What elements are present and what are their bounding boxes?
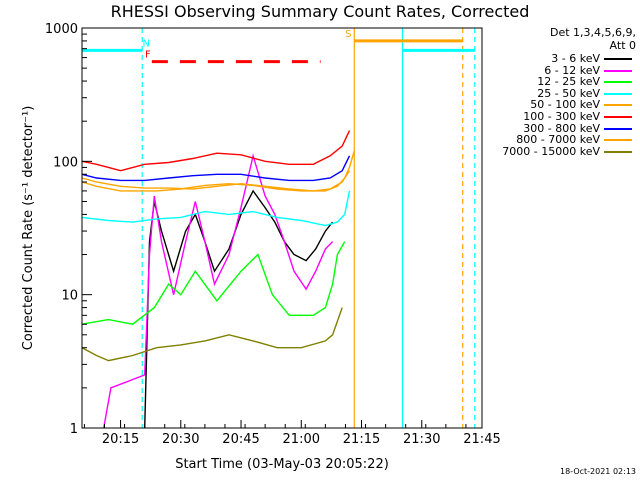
series-line-6 bbox=[81, 155, 351, 182]
vertical-markers bbox=[141, 28, 476, 428]
y-axis-ticks: 1 10 100 1000 bbox=[45, 22, 92, 437]
flag-bars: NF S bbox=[82, 29, 475, 64]
x-tick-label: 21:00 bbox=[283, 432, 320, 447]
series-lines bbox=[81, 130, 355, 429]
series-line-2 bbox=[81, 241, 346, 325]
x-tick-label: 20:45 bbox=[222, 432, 259, 447]
legend-label: 100 - 300 keV bbox=[523, 109, 600, 123]
series-line-7 bbox=[81, 170, 351, 192]
x-tick-label: 21:45 bbox=[463, 432, 500, 447]
chart-title: RHESSI Observing Summary Count Rates, Co… bbox=[110, 2, 530, 21]
legend-item: 100 - 300 keV bbox=[476, 109, 636, 123]
y-tick-label: 1000 bbox=[45, 22, 78, 37]
attenuator-label: Att 0 bbox=[609, 39, 636, 52]
series-line-0 bbox=[144, 189, 334, 429]
legend-label: 6 - 12 keV bbox=[544, 63, 600, 77]
legend-item: 6 - 12 keV bbox=[476, 63, 636, 77]
legend-swatch bbox=[604, 127, 632, 130]
flag-label: N bbox=[142, 38, 149, 49]
legend: 3 - 6 keV 6 - 12 keV 12 - 25 keV 25 - 50 ke… bbox=[476, 52, 636, 158]
legend-swatch bbox=[604, 58, 632, 60]
legend-item: 25 - 50 keV bbox=[476, 86, 636, 100]
series-line-3 bbox=[81, 190, 351, 227]
series-line-4 bbox=[81, 150, 355, 192]
legend-swatch bbox=[604, 81, 632, 84]
legend-item: 800 - 7000 keV bbox=[476, 133, 636, 147]
legend-label: 25 - 50 keV bbox=[537, 86, 600, 100]
legend-label: 300 - 800 keV bbox=[523, 121, 600, 135]
x-tick-label: 20:30 bbox=[162, 432, 199, 447]
x-tick-label: 21:30 bbox=[403, 432, 440, 447]
detector-info: Det 1,3,4,5,6,9, Att 0 bbox=[550, 26, 636, 52]
y-tick-label: 1 bbox=[70, 422, 78, 437]
legend-swatch bbox=[604, 139, 632, 142]
legend-label: 12 - 25 keV bbox=[537, 75, 600, 89]
flag-label: S bbox=[345, 29, 351, 40]
legend-item: 12 - 25 keV bbox=[476, 75, 636, 89]
legend-swatch bbox=[604, 115, 632, 118]
x-axis-ticks: 20:15 20:30 20:45 21:00 21:15 21:30 21:45 bbox=[83, 420, 501, 447]
legend-item: 300 - 800 keV bbox=[476, 121, 636, 135]
y-tick-label: 100 bbox=[53, 155, 78, 170]
timestamp: 18-Oct-2021 02:13 bbox=[560, 467, 636, 476]
legend-label: 800 - 7000 keV bbox=[516, 133, 600, 147]
legend-swatch bbox=[604, 104, 632, 107]
detector-label: Det 1,3,4,5,6,9, bbox=[549, 26, 636, 39]
legend-label: 50 - 100 keV bbox=[530, 98, 600, 112]
x-axis-label: Start Time (03-May-03 20:05:22) bbox=[175, 457, 389, 472]
plot-frame bbox=[81, 27, 483, 429]
legend-item: 50 - 100 keV bbox=[476, 98, 636, 112]
x-tick-label: 20:15 bbox=[102, 432, 139, 447]
legend-swatch bbox=[604, 150, 632, 153]
legend-swatch bbox=[604, 92, 632, 95]
legend-swatch bbox=[604, 69, 632, 72]
x-tick-label: 21:15 bbox=[343, 432, 380, 447]
legend-label: 3 - 6 keV bbox=[551, 52, 600, 65]
series-line-8 bbox=[81, 307, 343, 362]
series-line-1 bbox=[103, 153, 334, 429]
legend-item: 3 - 6 keV bbox=[476, 52, 636, 65]
y-axis-label: Corrected Count Rate (s⁻¹ detector⁻¹) bbox=[21, 106, 36, 351]
flag-label: F bbox=[145, 50, 151, 61]
series-line-5 bbox=[81, 130, 351, 172]
legend-item: 7000 - 15000 keV bbox=[476, 144, 636, 158]
legend-label: 7000 - 15000 keV bbox=[502, 144, 600, 158]
y-tick-label: 10 bbox=[61, 289, 78, 304]
